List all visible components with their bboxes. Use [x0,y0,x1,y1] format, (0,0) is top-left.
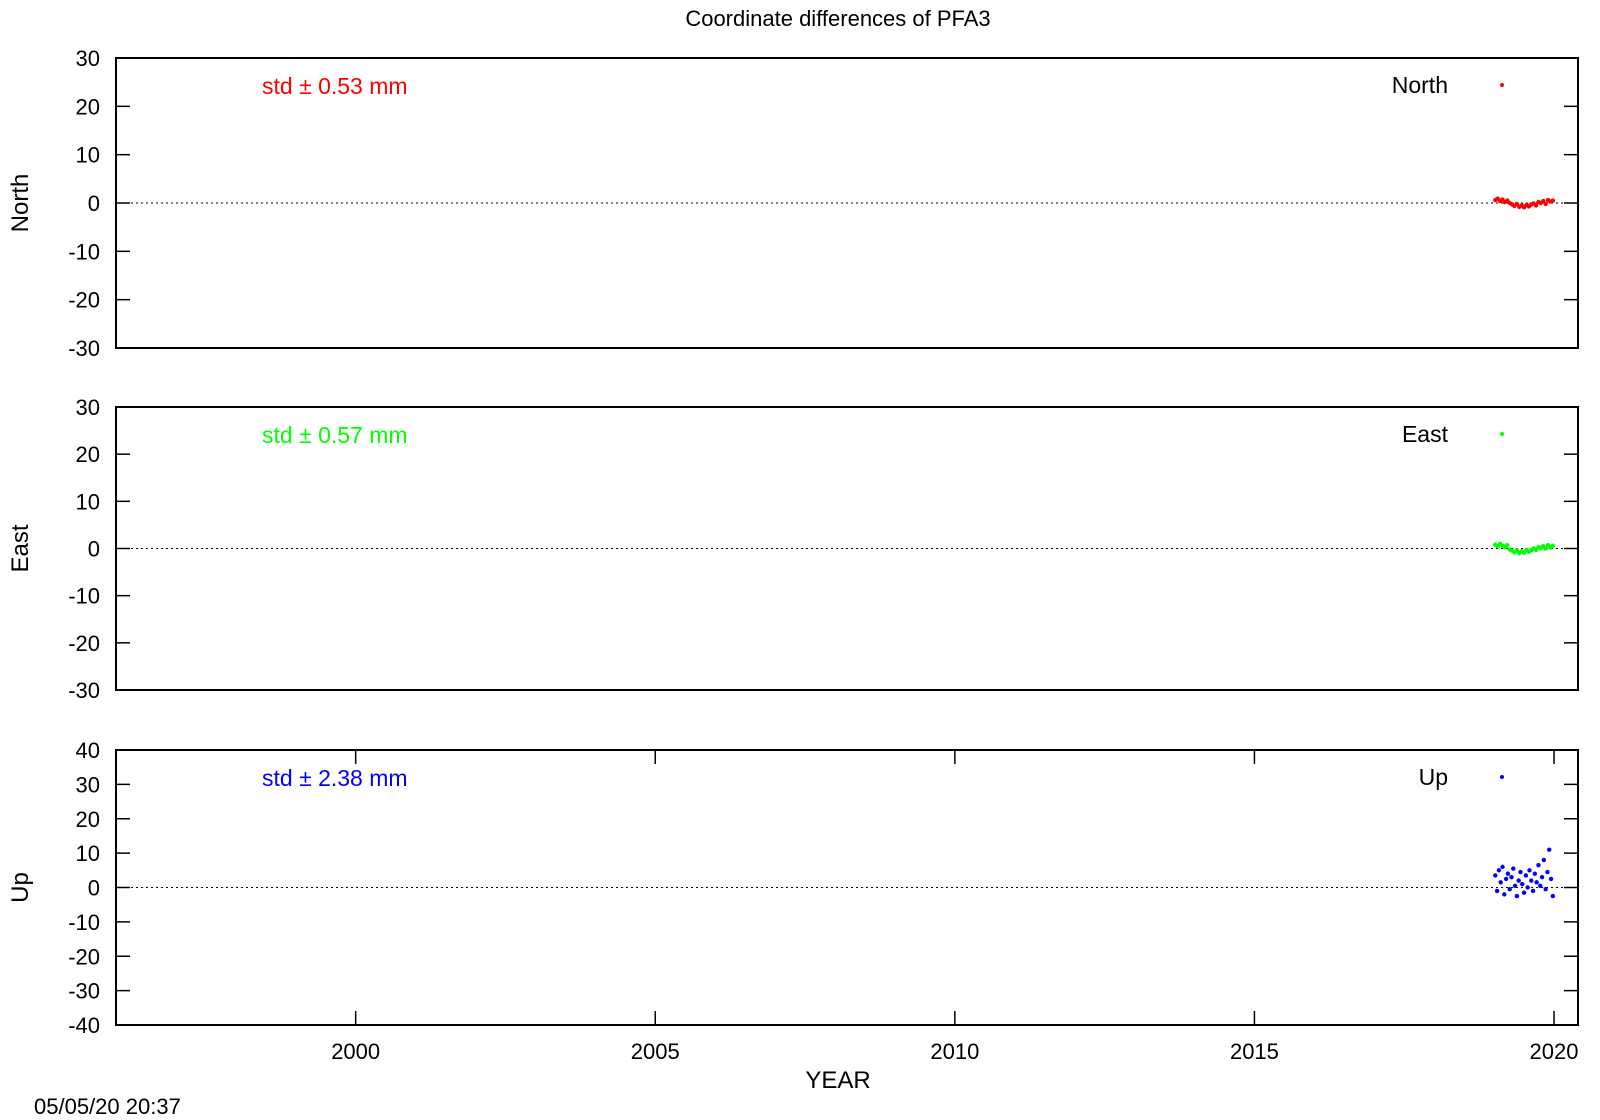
up-data-point [1512,883,1518,888]
up-legend-marker [1500,775,1504,779]
up-data-point [1493,873,1498,878]
north-ytick-label: 10 [76,143,100,168]
xtick-label: 2020 [1530,1039,1579,1064]
east-data-point [1505,542,1510,548]
east-ytick-label: 10 [76,489,100,514]
east-data-point [1550,543,1556,548]
north-ytick-label: -30 [68,336,100,361]
east-ytick-label: 20 [76,442,100,467]
up-ytick-label: 20 [76,807,100,832]
north-ytick-label: -20 [68,288,100,313]
north-ytick-label: -10 [68,239,100,264]
east-y-axis-label: East [7,524,34,572]
east-ytick-label: 0 [88,537,100,562]
up-data-point [1534,880,1539,885]
up-std-annotation: std ± 2.38 mm [262,765,408,791]
east-legend-marker [1500,432,1504,436]
xtick-label: 2000 [331,1039,380,1064]
north-legend-label: North [1392,72,1448,98]
up-data-point [1507,887,1512,892]
up-data-point [1548,876,1554,882]
east-legend-label: East [1402,421,1449,447]
north-ytick-label: 20 [76,94,100,119]
up-data-point [1538,883,1543,888]
up-data-point [1498,880,1503,885]
north-data-point [1550,198,1556,203]
up-data-point [1550,893,1556,899]
east-ytick-label: -20 [68,631,100,656]
up-data-point [1545,869,1550,875]
up-data-point [1527,868,1532,873]
up-data-point [1502,892,1507,897]
east-ytick-label: -10 [68,584,100,609]
up-data-point [1536,862,1541,868]
up-data-point [1511,866,1516,871]
up-ytick-label: 0 [88,876,100,901]
up-data-point [1514,893,1520,899]
north-panel: 30 20 10 0 -10 -20 -30 North std ± 0.53 mm North [7,46,1579,361]
up-data-point [1509,874,1514,880]
up-ytick-label: 30 [76,772,100,797]
east-data-point [1543,546,1548,551]
up-data-point [1494,888,1500,894]
north-data-point [1541,198,1546,204]
up-data-point [1500,864,1505,870]
east-ytick-label: -30 [68,678,100,703]
up-legend-label: Up [1419,764,1448,790]
north-ytick-label: 0 [88,191,100,216]
chart-title: Coordinate differences of PFA3 [685,6,990,31]
up-ytick-label: -10 [68,910,100,935]
up-data-point [1505,871,1511,876]
north-legend-marker [1500,83,1504,87]
up-ytick-label: 40 [76,738,100,763]
up-data-point [1539,874,1545,880]
up-data-point [1541,857,1547,863]
up-data-point [1518,869,1523,875]
up-data-point [1523,873,1529,878]
north-data-point [1543,201,1548,207]
up-ytick-label: -20 [68,944,100,969]
east-std-annotation: std ± 0.57 mm [262,422,408,448]
north-y-axis-label: North [7,174,34,233]
up-ytick-label: 10 [76,841,100,866]
up-ytick-label: -40 [68,1013,100,1038]
north-std-annotation: std ± 0.53 mm [262,73,408,99]
up-data-point [1521,890,1527,895]
timestamp: 05/05/20 20:37 [34,1094,181,1119]
up-data-point [1530,888,1536,894]
up-data-point [1532,871,1538,876]
up-data-point [1543,887,1548,892]
x-axis-label: YEAR [805,1067,870,1094]
up-data-point [1520,881,1525,887]
up-y-axis-label: Up [7,872,34,903]
up-data-point [1529,878,1534,883]
xtick-label: 2010 [930,1039,979,1064]
north-data-point [1533,203,1539,208]
up-data-point [1496,868,1502,873]
up-data-point [1525,885,1530,890]
east-ytick-label: 30 [76,395,100,420]
east-panel: 30 20 10 0 -10 -20 -30 East std ± 0.57 mm East [7,395,1579,703]
xtick-label: 2015 [1230,1039,1279,1064]
north-data-point [1514,201,1520,207]
xtick-label: 2005 [631,1039,680,1064]
up-data-point [1547,847,1552,852]
up-data-point [1503,876,1509,882]
north-ytick-label: 30 [76,46,100,71]
up-ytick-label: -30 [68,979,100,1004]
up-data-point [1516,878,1521,883]
